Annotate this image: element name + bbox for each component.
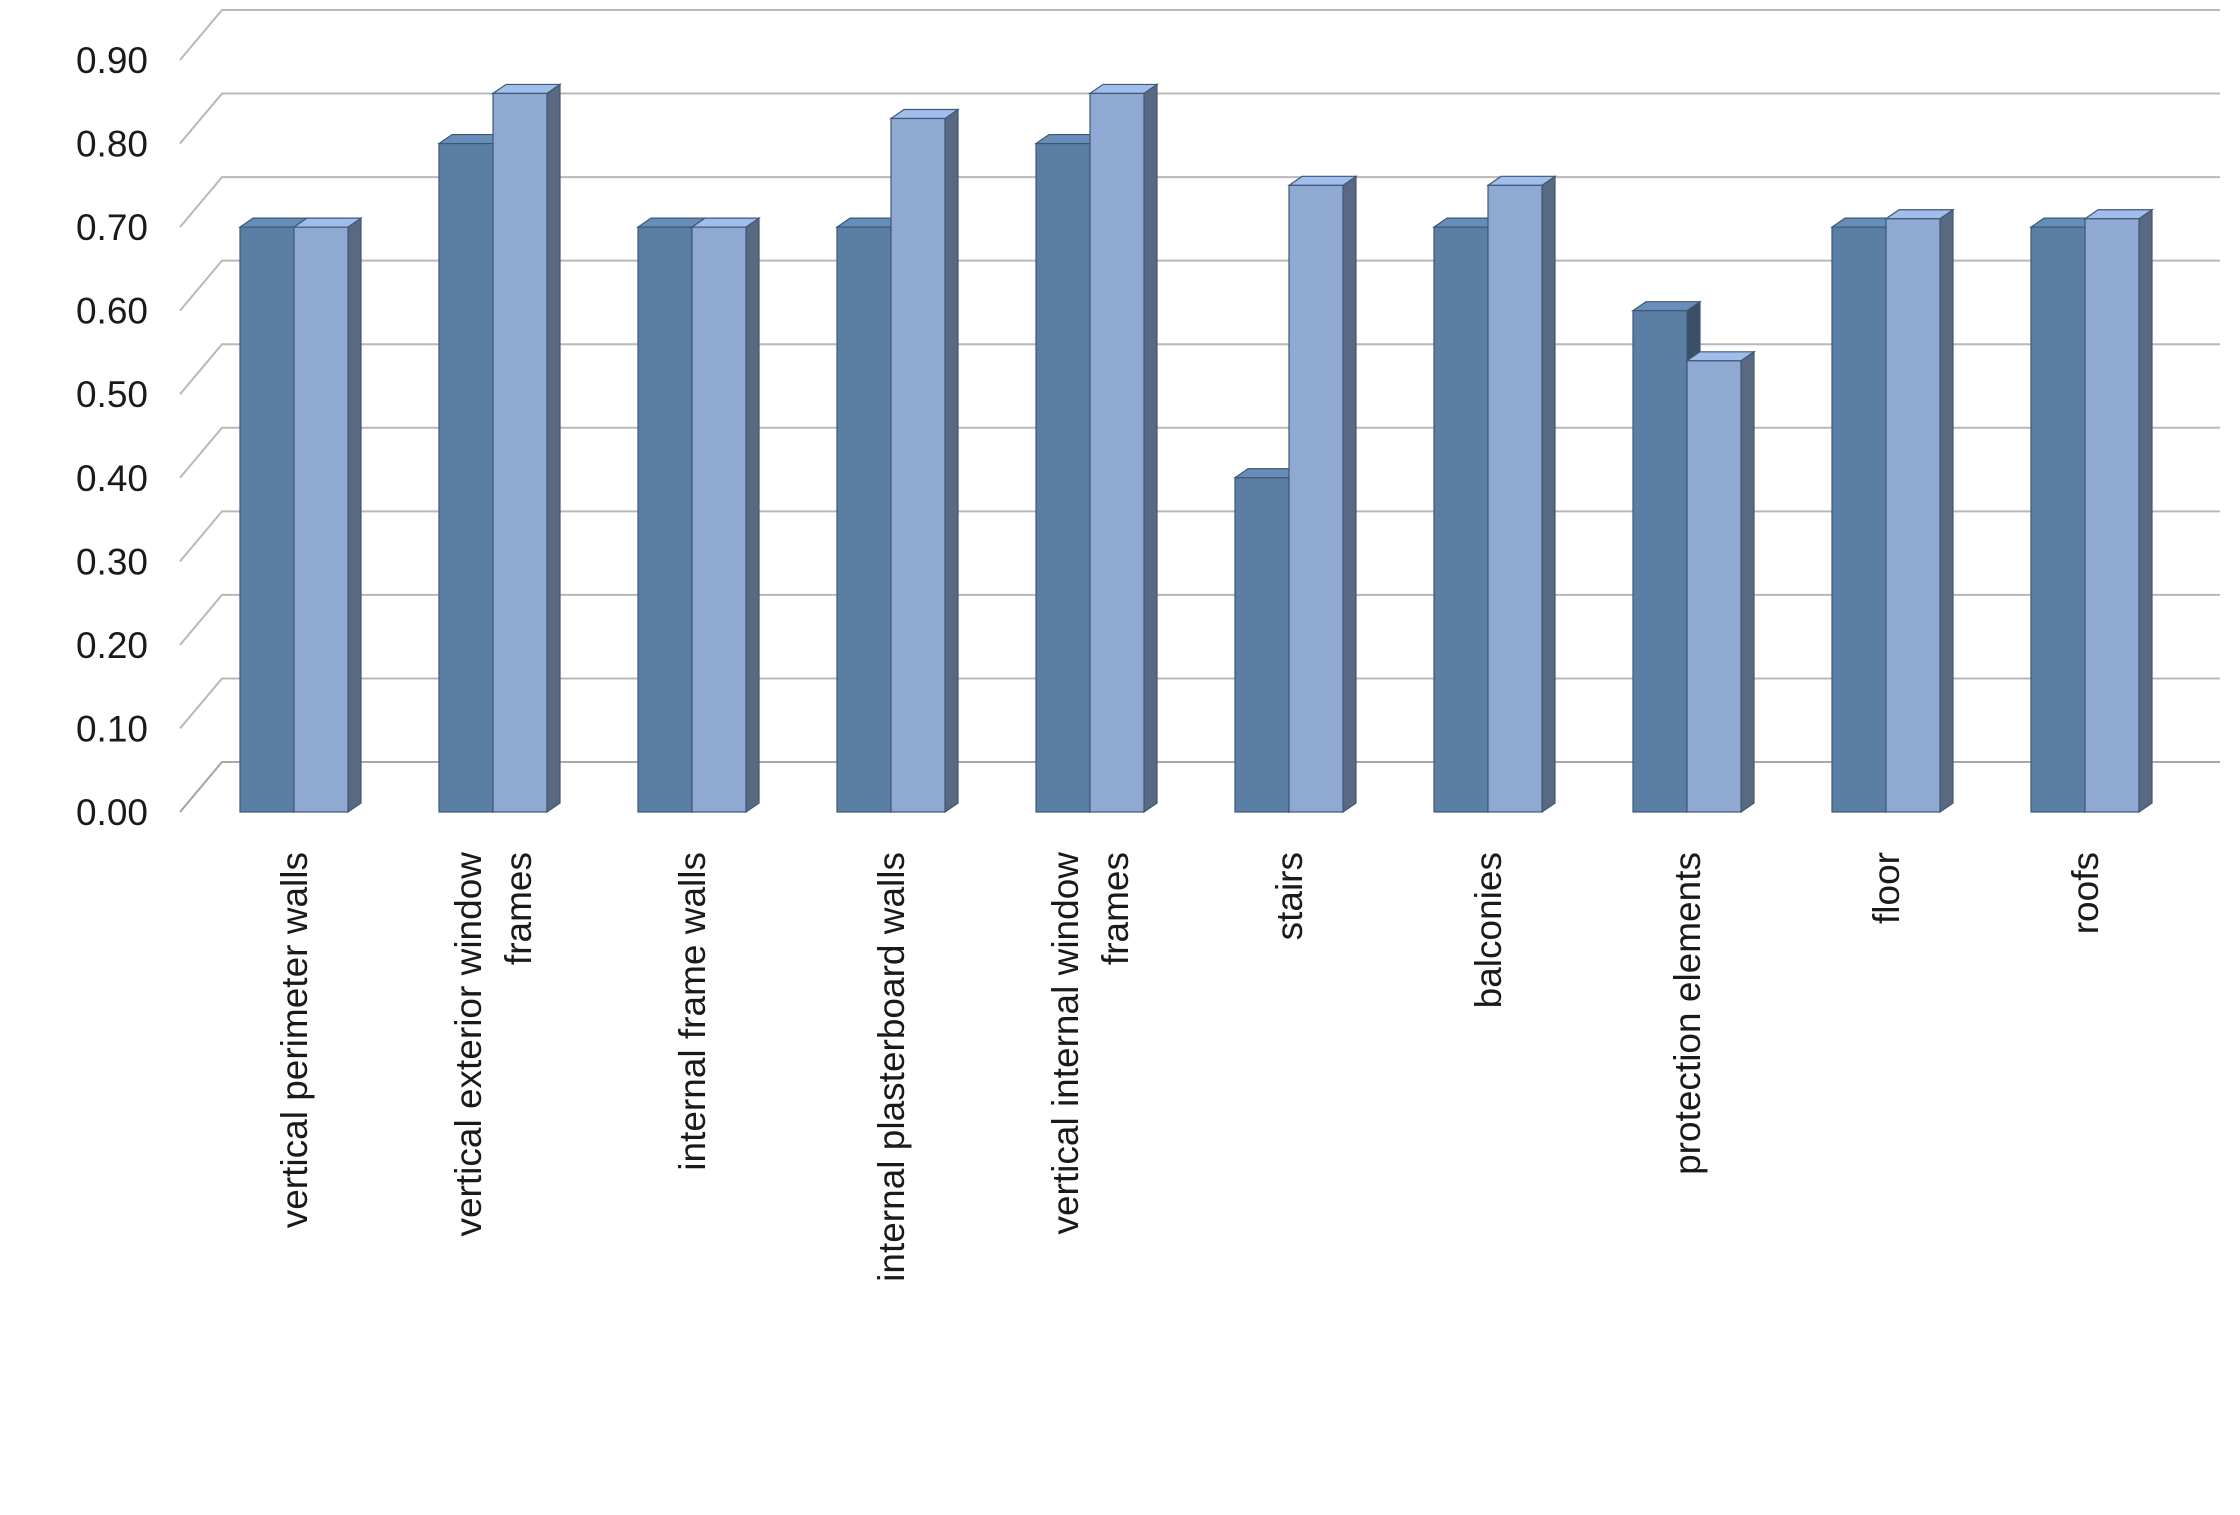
x-tick-line: internal frame walls (672, 852, 713, 1171)
y-tick-label: 0.80 (76, 124, 148, 165)
y-tick-label: 0.10 (76, 708, 148, 749)
bar-front (2084, 218, 2140, 813)
y-tick-label: 0.50 (76, 374, 148, 415)
x-tick-line: protection elements (1667, 852, 1708, 1175)
bar-top (1287, 175, 1358, 186)
bar-front (691, 226, 747, 813)
x-tick-label: roofs (2065, 852, 2106, 934)
x-tick-label: balconies (1468, 852, 1509, 1008)
x-tick-label: vertical perimeter walls (274, 852, 315, 1228)
x-tick-label: stairs (1269, 852, 1310, 940)
bar-side (745, 216, 760, 814)
bar-front (836, 226, 892, 813)
y-axis-ticks: 0.00 0.10 0.20 0.30 0.40 0.50 0.60 0.70 0.80 0.90 (76, 40, 148, 833)
bar-front (1632, 310, 1688, 813)
bar-front (239, 226, 295, 813)
bar-top (889, 108, 960, 120)
bar-side (1740, 350, 1755, 814)
bar-side (347, 216, 362, 814)
bar-front (1433, 226, 1489, 813)
bar-top (1685, 351, 1756, 362)
x-tick-line: floor (1866, 852, 1907, 924)
bar-side (546, 83, 561, 814)
x-tick-line: roofs (2065, 852, 2106, 934)
bar-series-2 (1685, 350, 1756, 814)
x-tick-label: floor (1866, 852, 1907, 924)
x-tick-label: internal frame walls (672, 852, 713, 1171)
gridlines (179, 9, 2220, 813)
bar-front (1234, 477, 1290, 813)
bar-side (944, 108, 959, 814)
bar-series-2 (690, 216, 761, 814)
bar-series-2 (491, 83, 562, 814)
bar-series-2 (1088, 83, 1159, 814)
bar-side (1541, 175, 1556, 814)
bar-series-2 (889, 108, 960, 814)
x-tick-line: vertical internal window (1045, 852, 1086, 1235)
bar-series-2 (2083, 208, 2154, 814)
x-tick-line: stairs (1269, 852, 1310, 940)
bar-front (1686, 360, 1742, 813)
gridline (179, 9, 2220, 61)
x-tick-line: frames (498, 852, 539, 965)
x-tick-line: vertical perimeter walls (274, 852, 315, 1228)
bar-series-2 (1884, 208, 1955, 814)
bar-front (1288, 184, 1344, 813)
x-tick-line: internal plasterboard walls (871, 852, 912, 1282)
bar-side (1143, 83, 1158, 814)
bar-front (2030, 226, 2086, 813)
bar-front (1487, 184, 1543, 813)
bar-series-2 (1486, 175, 1557, 814)
bar-front (890, 117, 946, 813)
bar-front (438, 142, 494, 813)
y-tick-label: 0.70 (76, 207, 148, 248)
y-tick-label: 0.90 (76, 40, 148, 81)
bar-top (491, 83, 562, 95)
bar-front (1089, 92, 1145, 813)
bar-top (2083, 209, 2154, 220)
bar-top (1884, 209, 1955, 220)
bar-front (1831, 226, 1887, 813)
x-tick-label: vertical exterior window frames (448, 852, 539, 1237)
bar-front (1885, 218, 1941, 813)
bar-front (637, 226, 693, 813)
bar-series-2 (1287, 175, 1358, 814)
y-tick-label: 0.60 (76, 291, 148, 332)
x-tick-label: vertical internal window frames (1045, 852, 1136, 1235)
x-tick-line: vertical exterior window (448, 852, 489, 1237)
x-tick-line: frames (1095, 852, 1136, 965)
bar-front (293, 226, 349, 813)
x-tick-label: internal plasterboard walls (871, 852, 912, 1282)
x-tick-line: balconies (1468, 852, 1509, 1008)
y-tick-label: 0.20 (76, 625, 148, 666)
bar-top (1486, 175, 1557, 186)
bar-front (1035, 142, 1091, 813)
bar-top (1088, 83, 1159, 95)
bar-top (292, 217, 363, 228)
bar-side (1939, 208, 1954, 814)
bars (238, 83, 2154, 814)
bar-top (690, 217, 761, 228)
bar-series-2 (292, 216, 363, 814)
y-tick-label: 0.40 (76, 458, 148, 499)
x-axis-ticks: vertical perimeter walls vertical exterio… (274, 852, 2106, 1282)
bar-side (2138, 208, 2153, 814)
gridline (179, 92, 2220, 145)
bar-top (1631, 301, 1702, 312)
y-tick-label: 0.30 (76, 541, 148, 582)
bar-front (492, 92, 548, 813)
x-tick-label: protection elements (1667, 852, 1708, 1175)
bar-side (1342, 175, 1357, 814)
y-tick-label: 0.00 (76, 792, 148, 833)
